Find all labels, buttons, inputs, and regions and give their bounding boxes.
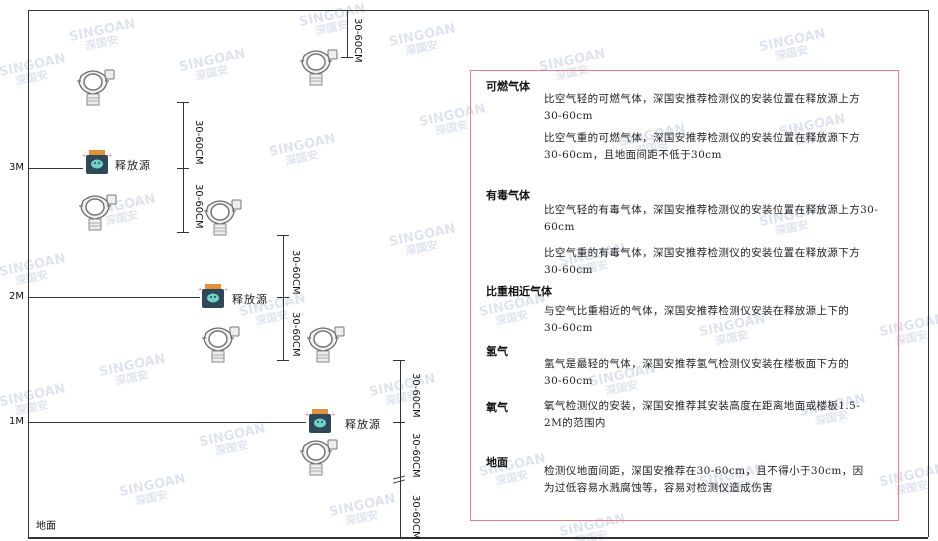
note-combustible-lighter: 比空气轻的可燃气体，深国安推荐检测仪的安装位置在释放源上方30-60cm (544, 93, 861, 122)
note-hydrogen: 氢气是最轻的气体，深国安推荐氢气检测仪安装在楼板面下方的30-60cm (544, 358, 850, 387)
svg-text:+: + (108, 153, 112, 159)
section-title-ground: 地面 (486, 456, 508, 469)
dimension-line (400, 360, 401, 537)
ceiling-line (28, 10, 928, 11)
watermark-logo: SINGOAN 深国安 (0, 251, 67, 288)
release-source-icon: + + (198, 283, 228, 313)
note-toxic-lighter: 比空气轻的有毒气体，深国安推荐检测仪的安装位置在释放源上方30-60cm (544, 204, 879, 233)
watermark-logo: SINGOAN 深国安 (757, 26, 827, 63)
watermark-logo: SINGOAN 深国安 (267, 131, 337, 168)
watermark-logo: SINGOAN 深国安 (327, 491, 397, 528)
ground-label: 地面 (36, 521, 56, 532)
dimension-line (347, 10, 348, 58)
svg-text:+: + (198, 287, 202, 293)
svg-text:+: + (82, 153, 86, 159)
level-1m-label: 1M (9, 416, 24, 427)
gas-detector-icon (298, 438, 342, 482)
note-ground: 检测仪地面间距，深国安推荐在30-60cm，且不得小于30cm，因为过低容易水溅… (544, 465, 864, 494)
watermark-logo: SINGOAN 深国安 (67, 16, 137, 53)
dimension-label: 30-60CM (410, 433, 421, 478)
gas-detector-icon (298, 48, 342, 92)
watermark-logo: SINGOAN 深国安 (97, 351, 167, 388)
source-label: 释放源 (115, 159, 151, 172)
section-title-toxic: 有毒气体 (486, 189, 530, 202)
source-label: 释放源 (345, 418, 381, 431)
svg-text:+: + (224, 287, 228, 293)
dimension-label: 30-60CM (352, 18, 363, 63)
dimension-label: 30-60CM (290, 250, 301, 295)
release-source-icon: + + (82, 149, 112, 179)
watermark-logo: SINGOAN 深国安 (177, 46, 247, 83)
release-source-icon: + + (305, 408, 335, 438)
svg-text:+: + (305, 412, 309, 418)
dimension-line (183, 102, 184, 232)
dimension-label: 30-60CM (290, 312, 301, 357)
source-label: 释放源 (232, 293, 268, 306)
dimension-label: 30-60CM (193, 120, 204, 165)
level-2m-label: 2M (9, 291, 24, 302)
section-title-hydrogen: 氢气 (486, 345, 508, 358)
dimension-label: 30-60CM (193, 184, 204, 229)
floor-line (28, 537, 928, 539)
gas-detector-icon (77, 193, 121, 237)
gas-detector-icon (305, 325, 349, 369)
installation-notes-box: 可燃气体 比空气轻的可燃气体，深国安推荐检测仪的安装位置在释放源上方30-60c… (470, 70, 899, 521)
dimension-label: 30-60CM (410, 495, 421, 540)
level-2m-line (28, 297, 200, 298)
svg-text:+: + (331, 412, 335, 418)
gas-detector-icon (202, 198, 246, 242)
note-combustible-heavier: 比空气重的可燃气体，深国安推荐检测仪的安装位置在释放源下方30-60cm，且地面… (544, 132, 861, 161)
right-wall-line (928, 10, 929, 537)
section-title-combustible: 可燃气体 (486, 80, 530, 93)
wall-line (28, 10, 29, 537)
watermark-logo: SINGOAN 深国安 (387, 21, 457, 58)
gas-detector-icon (75, 68, 119, 112)
section-title-oxygen: 氧气 (486, 401, 508, 414)
dimension-label: 30-60CM (410, 373, 421, 418)
watermark-logo: SINGOAN 深国安 (0, 51, 67, 88)
watermark-logo: SINGOAN 深国安 (197, 421, 267, 458)
watermark-logo: SINGOAN 深国安 (387, 221, 457, 258)
level-3m-label: 3M (9, 162, 24, 173)
level-3m-line (28, 168, 83, 169)
level-1m-line (28, 422, 306, 423)
watermark-logo: SINGOAN 深国安 (367, 371, 437, 408)
note-toxic-heavier: 比空气重的有毒气体，深国安推荐检测仪的安装位置在释放源下方30-60cm (544, 247, 861, 276)
section-title-similar: 比重相近气体 (486, 285, 552, 298)
note-oxygen: 氧气检测仪的安装，深国安推荐其安装高度在距离地面或楼板1.5-2M的范围内 (544, 400, 861, 429)
note-similar: 与空气比重相近的气体，深国安推荐检测仪安装在释放源上下的30-60cm (544, 305, 850, 334)
watermark-logo: SINGOAN 深国安 (117, 471, 187, 508)
gas-detector-icon (200, 325, 244, 369)
